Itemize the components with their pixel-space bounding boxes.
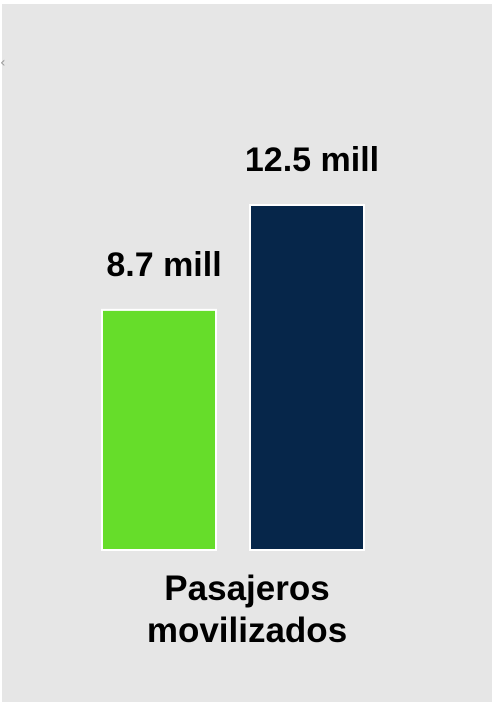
caption-line-1: Pasajeros [164, 569, 330, 608]
bar-1 [101, 308, 217, 551]
chart-panel [2, 4, 492, 702]
bar-2-data-label: 12.5 mill [245, 141, 379, 179]
chevron-left-icon: ‹ [0, 55, 6, 71]
bar-2 [249, 204, 365, 551]
chart-caption: Pasajeros movilizados [2, 568, 492, 652]
bar-1-data-label: 8.7 mill [106, 246, 221, 284]
caption-line-2: movilizados [146, 611, 348, 650]
